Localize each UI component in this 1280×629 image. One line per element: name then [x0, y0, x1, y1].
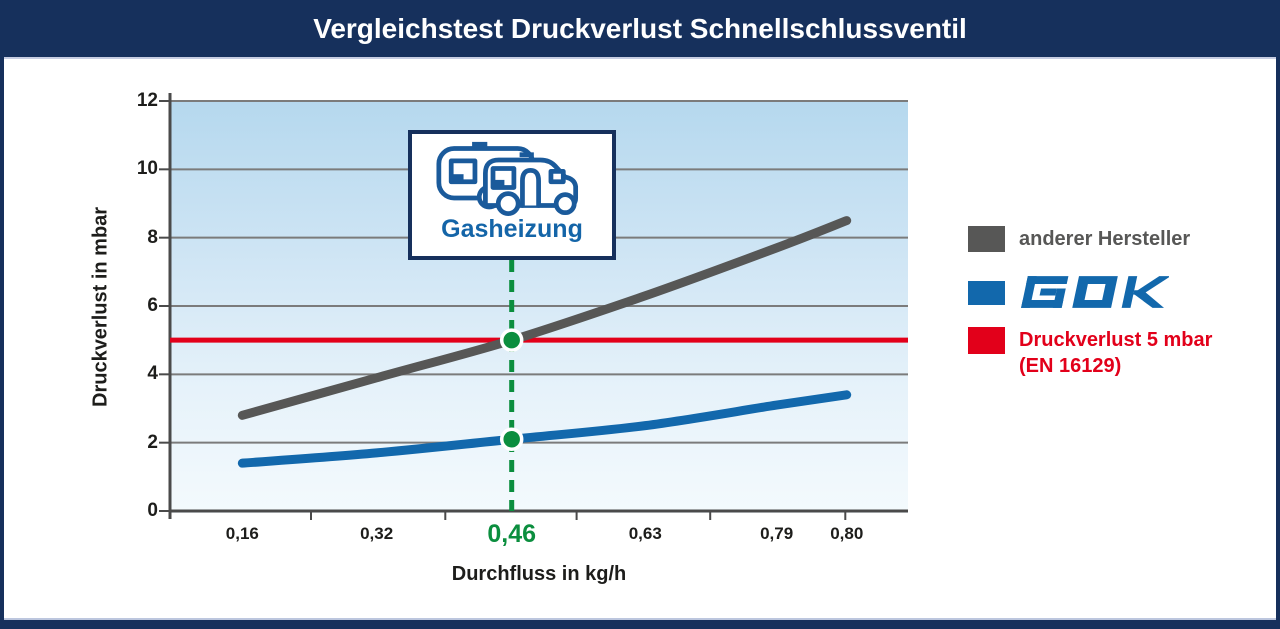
legend-item-reference-line: Druckverlust 5 mbar (EN 16129)	[968, 327, 1212, 379]
legend-item-gok	[968, 276, 1169, 308]
caravan-and-motorhome-icon	[436, 141, 579, 216]
series-anderer-hersteller	[237, 216, 852, 420]
y-tick-label: 8	[147, 226, 158, 248]
y-tick-label: 12	[136, 90, 158, 111]
legend-label-reference-line-2: (EN 16129)	[1019, 355, 1122, 377]
legend-swatch-gray	[968, 226, 1005, 252]
y-tick-label: 2	[147, 431, 158, 453]
annotation-marker	[499, 328, 524, 352]
x-tick-label: 0,16	[225, 524, 259, 543]
y-tick-label: 10	[136, 158, 158, 180]
callout-label: Gasheizung	[441, 215, 583, 243]
title-bar: Vergleichstest Druckverlust Schnellschlu…	[0, 0, 1280, 57]
legend-swatch-blue	[968, 281, 1005, 305]
header-divider	[0, 57, 1280, 59]
x-tick-label: 0,79	[760, 524, 794, 543]
x-axis-title: Durchfluss in kg/h	[451, 563, 627, 585]
y-tick-label: 6	[147, 295, 158, 316]
footer-bar	[0, 620, 1280, 629]
annotation-marker	[499, 427, 524, 451]
gok-logo	[1021, 276, 1169, 308]
series-gok	[237, 390, 852, 468]
x-tick-label-highlighted: 0,46	[487, 520, 537, 548]
page-border-left	[0, 0, 4, 629]
legend-item-other-manufacturer: anderer Hersteller	[968, 226, 1190, 252]
legend-label-reference-line-1: Druckverlust 5 mbar	[1019, 329, 1213, 351]
footer-divider	[0, 618, 1280, 620]
x-tick-label: 0,32	[360, 524, 394, 543]
legend-label-other-manufacturer: anderer Hersteller	[1019, 228, 1191, 250]
gasheizung-callout: Gasheizung	[408, 130, 616, 260]
x-tick-label: 0,80	[830, 524, 864, 543]
y-tick-label: 4	[147, 363, 158, 385]
chart-canvas	[159, 93, 908, 520]
y-tick-label: 0	[147, 500, 158, 521]
y-axis-title: Druckverlust in mbar	[89, 206, 112, 407]
page-border-right	[1276, 0, 1280, 629]
page-title: Vergleichstest Druckverlust Schnellschlu…	[313, 12, 967, 44]
x-tick-label: 0,63	[628, 524, 662, 543]
legend-swatch-red	[968, 327, 1005, 354]
